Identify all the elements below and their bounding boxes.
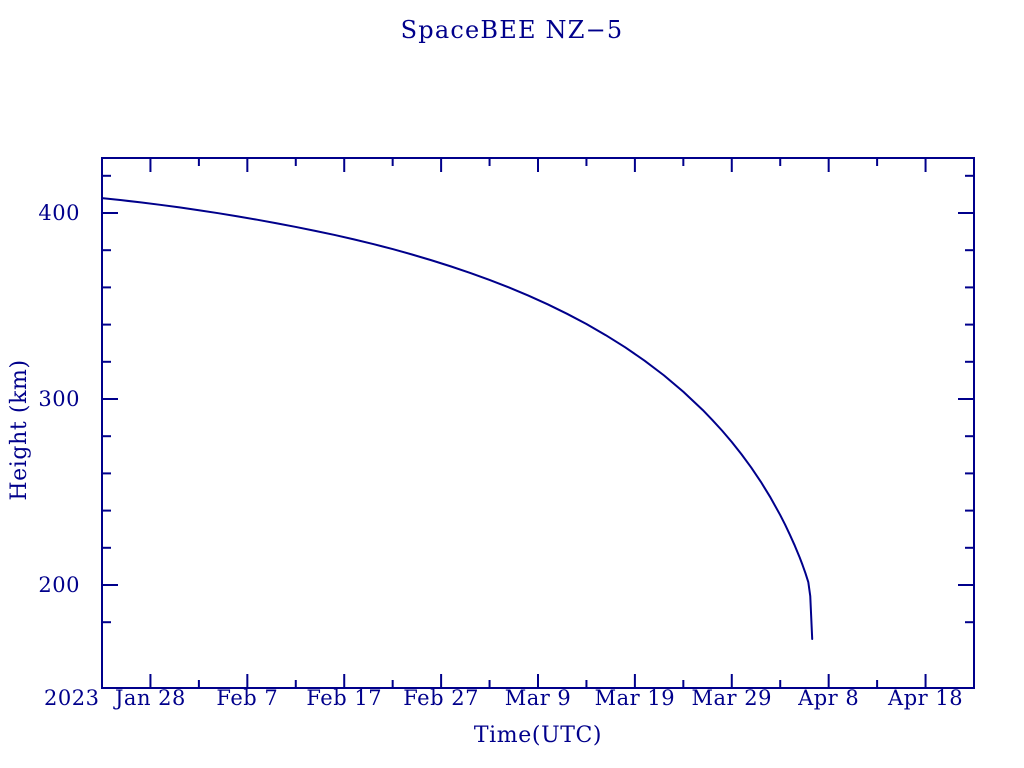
y-axis-title: Height (km) <box>7 359 32 500</box>
x-axis-tick-label: Mar 19 <box>595 686 675 710</box>
y-axis-ticks <box>102 174 974 624</box>
height-decay-line <box>101 197 814 640</box>
y-axis-tick-label: 200 <box>38 573 80 597</box>
x-axis-tick-label: Mar 29 <box>692 686 772 710</box>
x-axis-tick-label: Feb 7 <box>216 686 278 710</box>
x-axis-year-label: 2023 <box>44 686 99 710</box>
x-axis-tick-label: Feb 27 <box>403 686 479 710</box>
x-axis-tick-label: Mar 9 <box>505 686 572 710</box>
x-axis-tick-label: Jan 28 <box>113 686 186 710</box>
data-series-group <box>101 197 814 640</box>
y-axis-tick-labels: 400 300 200 <box>38 201 80 597</box>
y-axis-tick-label: 400 <box>38 201 80 225</box>
x-axis-title: Time(UTC) <box>474 723 602 748</box>
chart-title: SpaceBEE NZ−5 <box>401 16 624 44</box>
x-axis-ticks <box>149 158 927 688</box>
x-axis-tick-label: Apr 18 <box>887 686 963 710</box>
x-axis-tick-label: Apr 8 <box>797 686 859 710</box>
x-axis-tick-labels: Jan 28 Feb 7 Feb 17 Feb 27 Mar 9 Mar 19 Mar 29… <box>113 686 963 710</box>
y-axis-tick-label: 300 <box>38 387 80 411</box>
x-axis-tick-label: Feb 17 <box>306 686 382 710</box>
